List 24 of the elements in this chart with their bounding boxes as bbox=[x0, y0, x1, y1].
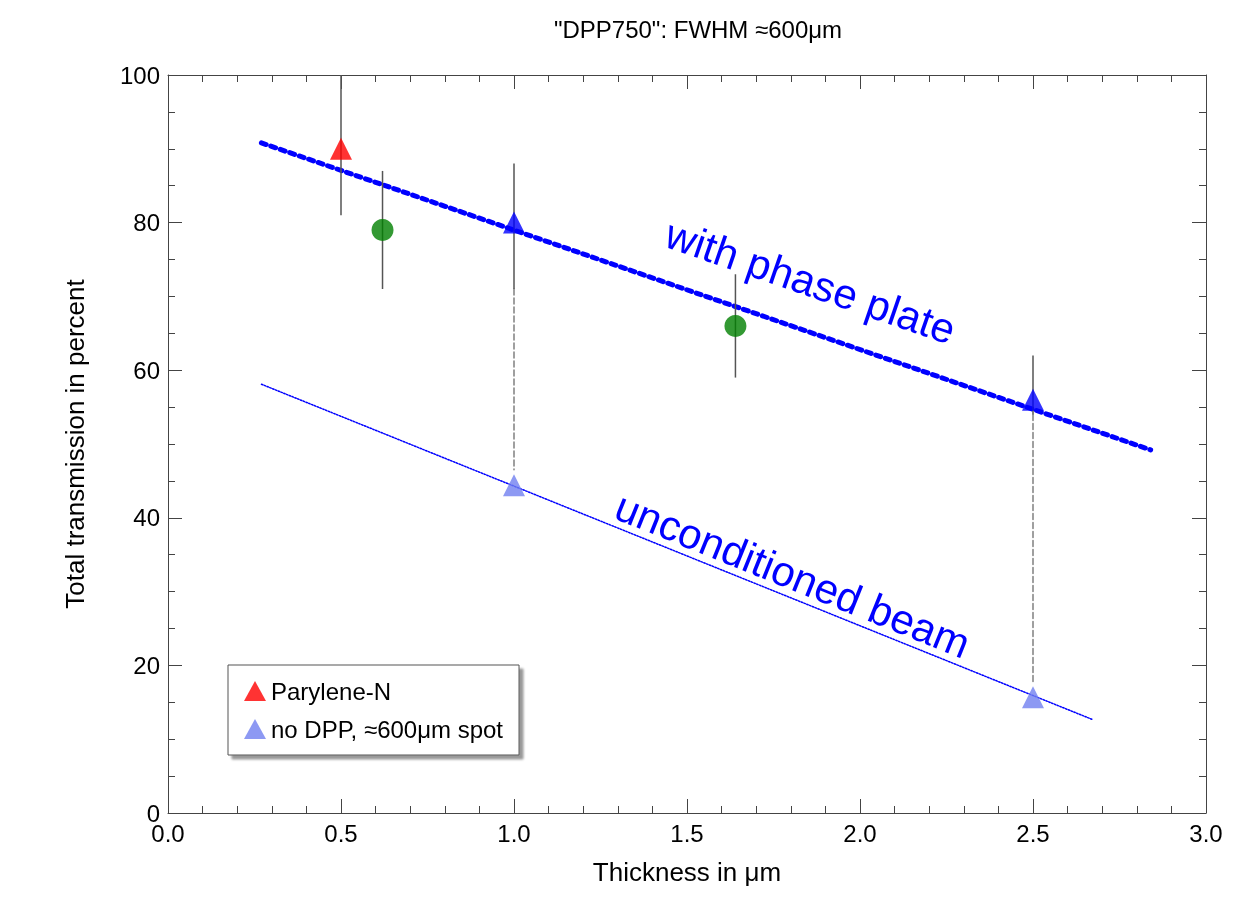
point bbox=[503, 211, 525, 234]
x-tick-label: 2.5 bbox=[1016, 819, 1050, 847]
annotation: with phase plate bbox=[658, 209, 962, 354]
x-tick-label: 3.0 bbox=[1189, 819, 1223, 847]
point bbox=[1022, 686, 1044, 709]
y-tick-label: 20 bbox=[133, 651, 160, 679]
x-tick-label: 1.5 bbox=[670, 819, 704, 847]
y-axis-title: Total transmission in percent bbox=[60, 278, 90, 609]
y-tick-label: 60 bbox=[133, 356, 160, 384]
point bbox=[330, 137, 352, 160]
point bbox=[503, 474, 525, 497]
x-tick-label: 2.0 bbox=[843, 819, 877, 847]
chart-title: "DPP750": FWHM ≈600μm bbox=[553, 15, 843, 43]
y-tick-label: 80 bbox=[133, 209, 160, 237]
x-tick-label: 0.5 bbox=[324, 819, 358, 847]
x-tick-label: 1.0 bbox=[497, 819, 531, 847]
point bbox=[371, 218, 394, 241]
x-axis-title: Thickness in μm bbox=[592, 857, 782, 887]
point bbox=[724, 314, 747, 337]
point bbox=[1022, 388, 1044, 411]
legend-label: no DPP, ≈600μm spot bbox=[271, 715, 504, 743]
y-tick-label: 100 bbox=[119, 61, 160, 89]
y-tick-label: 40 bbox=[133, 504, 160, 532]
legend-label: Parylene-N bbox=[271, 677, 392, 705]
